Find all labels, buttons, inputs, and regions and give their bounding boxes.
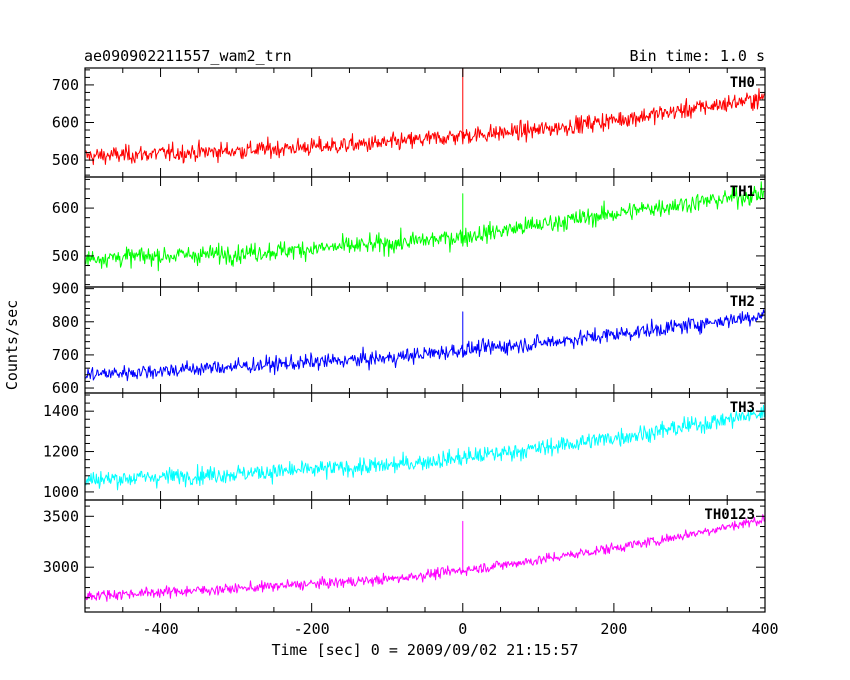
y-tick-label: 1400 <box>43 402 79 420</box>
panel-frame <box>84 392 766 501</box>
panel-label-th0123: TH0123 <box>704 507 755 523</box>
x-axis-title: Time [sec] 0 = 2009/09/02 21:15:57 <box>271 641 578 659</box>
y-tick-label: 600 <box>52 114 79 132</box>
series-line-th1 <box>85 181 765 272</box>
series-line-th0 <box>85 68 765 166</box>
y-tick-label: 1200 <box>43 443 79 461</box>
panel-th2: 600 700 800 900 TH2 <box>52 280 766 397</box>
panel-frame <box>84 67 766 178</box>
y-tick-label: 3000 <box>43 558 79 576</box>
panel-frame <box>84 499 766 613</box>
panel-label-th3: TH3 <box>730 400 755 416</box>
x-tick-label: 0 <box>458 620 467 638</box>
x-tick-label: -200 <box>294 620 330 638</box>
panel-th0123: 3000 3500 TH0123 <box>43 499 766 613</box>
y-tick-label: 3500 <box>43 507 79 525</box>
panel-th1: 500 600 TH1 <box>52 176 766 288</box>
panel-th0: 500 600 700 TH0 <box>52 67 766 178</box>
panel-frame <box>84 286 766 394</box>
y-tick-label: 600 <box>52 199 79 217</box>
panel-th3: 1000 1200 1400 TH3 <box>43 392 766 501</box>
x-tick-label: -400 <box>142 620 178 638</box>
series-line-th0123 <box>85 514 765 602</box>
panel-label-th1: TH1 <box>730 184 755 200</box>
y-axis-title: Counts/sec <box>3 300 21 390</box>
panel-label-th2: TH2 <box>730 294 755 310</box>
y-tick-label: 700 <box>52 76 79 94</box>
x-tick-label: 200 <box>600 620 627 638</box>
y-tick-label: 900 <box>52 280 79 298</box>
series-line-th2 <box>85 309 765 382</box>
y-tick-label: 600 <box>52 379 79 397</box>
y-tick-label: 500 <box>52 247 79 265</box>
series-line-th3 <box>85 404 765 491</box>
chart-title: ae090902211557_wam2_trn <box>84 47 292 65</box>
y-tick-label: 700 <box>52 346 79 364</box>
bin-time-label: Bin time: 1.0 s <box>630 47 765 65</box>
panel-label-th0: TH0 <box>730 75 755 91</box>
panels-group: 500 600 700 TH0 500 600 TH1 600 700 800 900 TH2 1000… <box>43 67 779 638</box>
panel-frame <box>84 176 766 288</box>
y-tick-label: 800 <box>52 313 79 331</box>
y-tick-label: 500 <box>52 151 79 169</box>
y-tick-label: 1000 <box>43 483 79 501</box>
x-tick-label: 400 <box>751 620 778 638</box>
